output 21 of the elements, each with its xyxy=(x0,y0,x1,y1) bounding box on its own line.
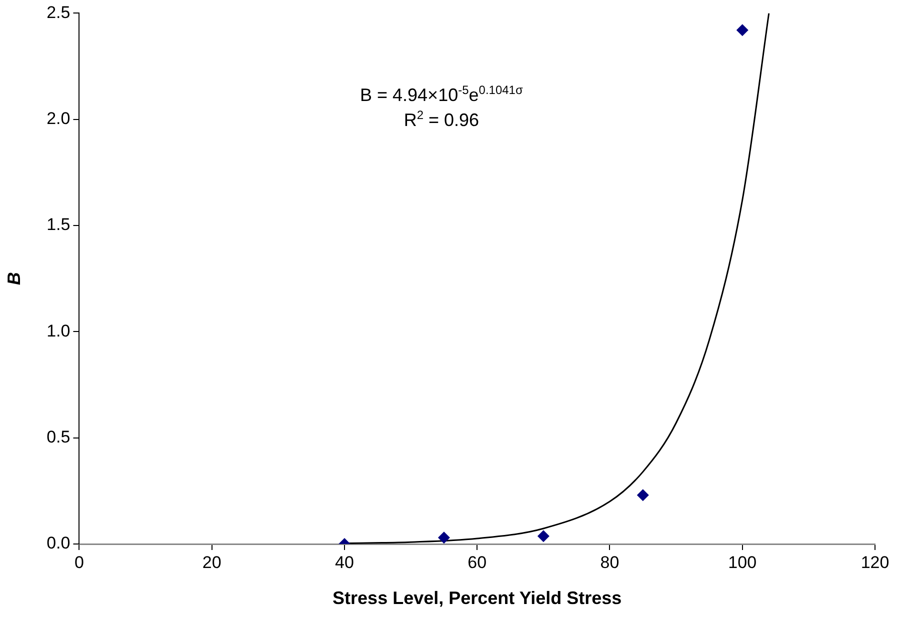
y-tick-label: 1.0 xyxy=(46,321,70,340)
point xyxy=(736,24,748,36)
y-axis-title: B xyxy=(4,272,24,286)
point xyxy=(438,532,450,544)
x-tick-label: 120 xyxy=(860,552,890,572)
y-tick-label: 2.0 xyxy=(46,109,70,128)
annotation: R$^{2}$ = 0.96 xyxy=(402,107,480,132)
x-tick-label: 60 xyxy=(468,552,487,572)
y-tick-label: 1.5 xyxy=(46,215,70,234)
y-tick-label: 0.0 xyxy=(46,534,70,553)
x-tick-label: 0 xyxy=(74,552,84,572)
y-tick-label: 0.5 xyxy=(46,428,70,447)
point xyxy=(636,489,649,502)
x-axis-title: Stress Level, Percent Yield Stress xyxy=(332,588,622,608)
annotation: B = 4.94×10$^{-5}$e$^{0.1041σ}$ xyxy=(360,82,523,107)
x-tick-label: 100 xyxy=(728,552,757,572)
y-tick-label: 2.5 xyxy=(46,2,70,22)
x-tick-label: 40 xyxy=(335,552,354,572)
x-tick-label: 20 xyxy=(202,552,222,572)
x-tick-label: 80 xyxy=(600,552,620,572)
point xyxy=(537,530,550,542)
